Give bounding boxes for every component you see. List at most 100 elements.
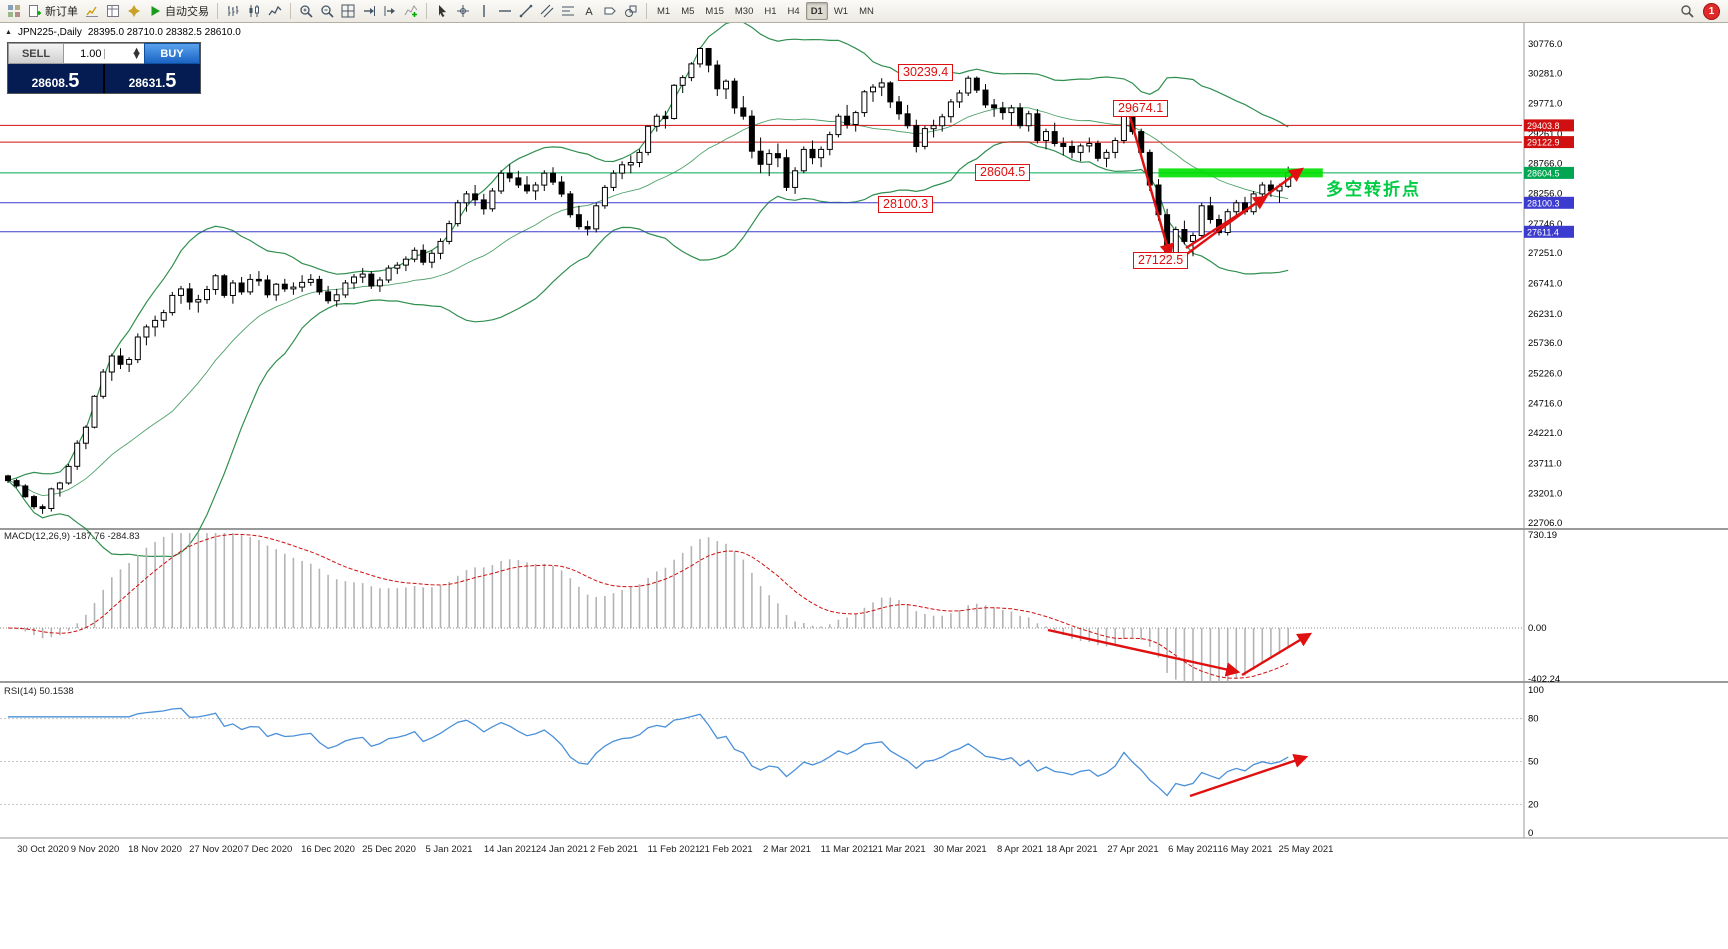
timeframe-h1-button[interactable]: H1 — [759, 2, 781, 20]
price-axis[interactable]: 30776.0 30281.0 29771.0 29261.0 28766.0 28256… — [1528, 39, 1562, 529]
toolbar-groups: 新订单 自动交易 A M1 M5 M15 M30 H1 H4 D1 W1 MN — [4, 1, 879, 21]
text-button[interactable]: A — [579, 1, 599, 21]
search-icon — [1680, 4, 1694, 18]
channel-icon — [540, 4, 554, 18]
auto-scroll-button[interactable] — [359, 1, 379, 21]
svg-text:8 Apr 2021: 8 Apr 2021 — [997, 844, 1043, 855]
trend-arrows[interactable] — [1047, 109, 1313, 798]
rsi-axis[interactable]: 100 80 50 20 0 — [1528, 685, 1544, 839]
line-chart-icon — [268, 4, 282, 18]
volume-input[interactable]: 1.00 ▲ ▼ — [64, 43, 144, 64]
navigator-icon — [127, 4, 141, 18]
timeframe-d1-button[interactable]: D1 — [805, 2, 828, 20]
svg-text:26231.0: 26231.0 — [1528, 309, 1562, 320]
hline-button[interactable] — [495, 1, 515, 21]
chart-shift-button[interactable] — [380, 1, 400, 21]
svg-text:16 May 2021: 16 May 2021 — [1218, 844, 1273, 855]
svg-text:30776.0: 30776.0 — [1528, 39, 1562, 50]
tile-windows-button[interactable] — [338, 1, 358, 21]
charts-grid-button[interactable] — [4, 1, 24, 21]
price-tag: 29403.8 — [1524, 119, 1574, 132]
price-callout[interactable]: 28604.5 — [975, 164, 1031, 181]
sell-price: 28608. 5 — [8, 64, 105, 93]
toolbar-separator — [426, 3, 427, 19]
svg-text:11 Feb 2021: 11 Feb 2021 — [648, 844, 701, 855]
svg-text:-402.24: -402.24 — [1528, 674, 1560, 685]
volume-spinner[interactable]: ▲ ▼ — [103, 44, 145, 62]
candle-chart-button[interactable] — [244, 1, 264, 21]
navigator-button[interactable] — [124, 1, 144, 21]
vline-button[interactable] — [474, 1, 494, 21]
spinner-down-icon[interactable]: ▼ — [131, 49, 142, 62]
svg-text:11 Mar 2021: 11 Mar 2021 — [821, 844, 874, 855]
macd-signal-line — [7, 533, 1289, 679]
date-axis[interactable]: 30 Oct 2020 9 Nov 2020 18 Nov 2020 27 Nov 2… — [17, 844, 1333, 855]
turning-point-annotation[interactable]: 多空转折点 — [1326, 180, 1421, 199]
data-window-button[interactable] — [103, 1, 123, 21]
svg-text:25736.0: 25736.0 — [1528, 338, 1562, 349]
svg-text:29403.8: 29403.8 — [1527, 121, 1560, 131]
label-button[interactable] — [600, 1, 620, 21]
svg-text:22706.0: 22706.0 — [1528, 518, 1562, 529]
buy-button[interactable]: BUY — [144, 43, 200, 64]
timeframe-m15-button[interactable]: M15 — [700, 2, 728, 20]
candles — [5, 47, 1292, 514]
zoom-in-button[interactable] — [296, 1, 316, 21]
macd-label: MACD(12,26,9) -187.76 -284.83 — [4, 531, 140, 542]
channel-button[interactable] — [537, 1, 557, 21]
macd-axis[interactable]: 730.19 0.00 -402.24 — [1528, 530, 1560, 685]
notification-badge[interactable]: 1 — [1703, 2, 1720, 20]
main-toolbar: 新订单 自动交易 A M1 M5 M15 M30 H1 H4 D1 W1 MN 1 — [0, 0, 1728, 23]
new-order-button[interactable]: 新订单 — [25, 1, 81, 21]
timeframe-m5-button[interactable]: M5 — [676, 2, 699, 20]
svg-text:27746.0: 27746.0 — [1528, 219, 1562, 230]
svg-text:14 Jan 2021: 14 Jan 2021 — [484, 844, 536, 855]
macd-histogram — [15, 533, 1289, 682]
svg-text:21 Feb 2021: 21 Feb 2021 — [699, 844, 752, 855]
svg-text:A: A — [585, 6, 593, 18]
svg-text:30281.0: 30281.0 — [1528, 68, 1562, 79]
svg-text:2 Feb 2021: 2 Feb 2021 — [590, 844, 638, 855]
cursor-button[interactable] — [432, 1, 452, 21]
spinner-up-icon[interactable]: ▲ — [131, 44, 142, 57]
svg-text:7 Dec 2020: 7 Dec 2020 — [244, 844, 293, 855]
price-callout[interactable]: 28100.3 — [878, 196, 934, 213]
svg-text:100: 100 — [1528, 685, 1544, 696]
svg-text:24 Jan 2021: 24 Jan 2021 — [536, 844, 588, 855]
shapes-button[interactable] — [621, 1, 641, 21]
timeframe-mn-button[interactable]: MN — [854, 2, 879, 20]
panel-separators[interactable] — [0, 528, 1728, 839]
svg-text:28604.5: 28604.5 — [1527, 168, 1560, 178]
market-watch-button[interactable] — [82, 1, 102, 21]
zoom-out-button[interactable] — [317, 1, 337, 21]
timeframe-m1-button[interactable]: M1 — [652, 2, 675, 20]
sell-button[interactable]: SELL — [8, 43, 64, 64]
toolbar-separator — [646, 3, 647, 19]
bar-chart-button[interactable] — [223, 1, 243, 21]
chart-window-icon: ▲ — [5, 29, 12, 36]
price-callout[interactable]: 27122.5 — [1133, 252, 1189, 269]
svg-text:24221.0: 24221.0 — [1528, 428, 1562, 439]
price-callout[interactable]: 29674.1 — [1113, 100, 1169, 117]
crosshair-icon — [456, 4, 470, 18]
one-click-trading-panel: SELL 1.00 ▲ ▼ BUY 28608. 5 28631. 5 — [7, 42, 201, 94]
text-icon: A — [582, 4, 596, 18]
crosshair-button[interactable] — [453, 1, 473, 21]
fibonacci-button[interactable] — [558, 1, 578, 21]
trendline-button[interactable] — [516, 1, 536, 21]
search-button[interactable] — [1677, 1, 1697, 21]
autotrading-button[interactable]: 自动交易 — [145, 1, 212, 21]
buy-price: 28631. 5 — [105, 64, 200, 93]
timeframe-h4-button[interactable]: H4 — [783, 2, 805, 20]
fibonacci-icon — [561, 4, 575, 18]
indicators-button[interactable] — [401, 1, 421, 21]
timeframe-m30-button[interactable]: M30 — [730, 2, 758, 20]
chart-symbol-period: JPN225-,Daily — [17, 27, 82, 38]
svg-text:28100.3: 28100.3 — [1527, 198, 1560, 208]
line-chart-button[interactable] — [265, 1, 285, 21]
timeframe-w1-button[interactable]: W1 — [829, 2, 853, 20]
price-callout[interactable]: 30239.4 — [898, 64, 954, 81]
svg-text:29122.9: 29122.9 — [1527, 138, 1560, 148]
